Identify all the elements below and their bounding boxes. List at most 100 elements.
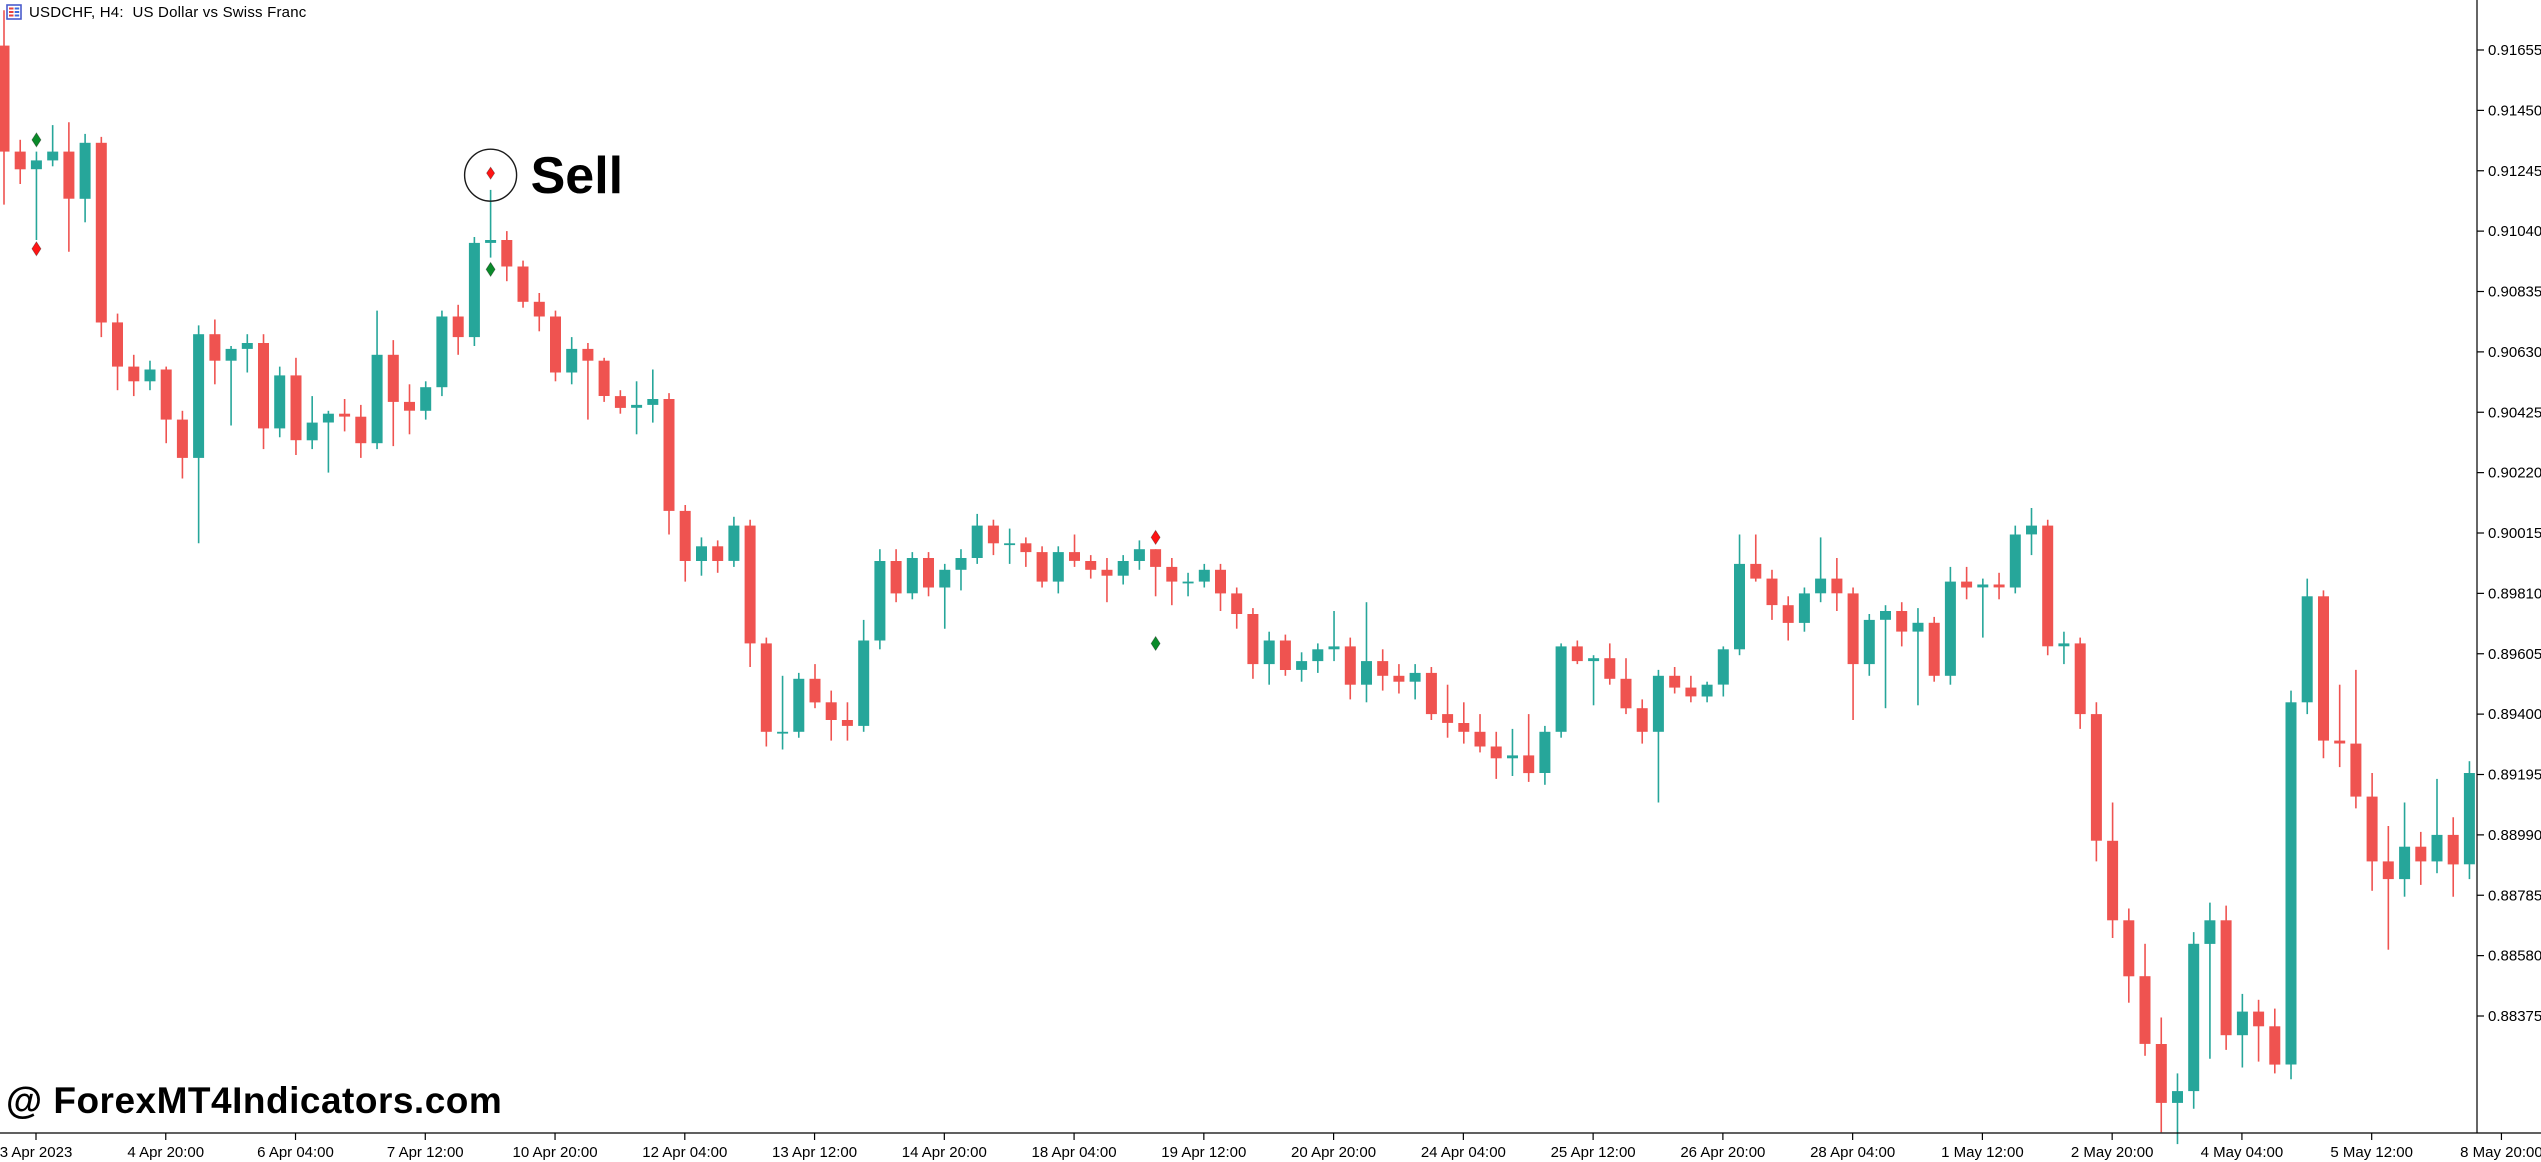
candle-body (2204, 920, 2216, 944)
candle-body (1993, 584, 2005, 588)
candle-body (2382, 861, 2394, 880)
candle-body (371, 354, 383, 444)
candle-body (1166, 566, 1178, 582)
candle-body (550, 316, 561, 373)
candle-body (712, 546, 724, 561)
candle-body (2334, 740, 2346, 744)
time-axis-label: 25 Apr 12:00 (1551, 1144, 1636, 1161)
candle-body (1150, 549, 1162, 567)
candle-body (760, 643, 772, 732)
candle-body (1312, 649, 1324, 662)
candle-body (47, 151, 59, 161)
candle-body (2026, 525, 2037, 535)
candle-body (939, 569, 951, 588)
candle-body (1263, 640, 1275, 665)
candle-body (1944, 581, 1956, 676)
candle-body (1555, 646, 1567, 732)
candle-body (2350, 743, 2362, 797)
time-axis-label: 20 Apr 20:00 (1291, 1144, 1376, 1161)
candle-body (387, 354, 399, 402)
price-axis-label: 0.88580 (2488, 948, 2541, 965)
candle-body (1101, 569, 1113, 576)
candle-body (679, 510, 691, 561)
time-axis-label: 1 May 12:00 (1941, 1144, 2024, 1161)
candle-body (2285, 702, 2297, 1065)
candle-body (2236, 1011, 2248, 1036)
candle-body (874, 561, 886, 641)
candle-body (517, 266, 529, 302)
sell-signal-annotation: Sell (463, 147, 623, 205)
candle-body (2074, 643, 2086, 715)
candle-body (1361, 661, 1372, 685)
candle-body (193, 334, 205, 458)
time-axis-label: 28 Apr 04:00 (1810, 1144, 1895, 1161)
candle-body (63, 151, 75, 199)
candle-body (582, 348, 594, 361)
time-axis-label: 13 Apr 12:00 (772, 1144, 857, 1161)
candle-body (1815, 578, 1827, 594)
candle-body (1798, 593, 1810, 623)
candle-body (2058, 643, 2070, 647)
candle-body (631, 404, 643, 408)
candle-body (128, 366, 140, 382)
candle-body (2447, 834, 2459, 865)
candle-body (987, 525, 999, 544)
candle-body (2463, 773, 2475, 865)
red-diamond-marker-above (1150, 529, 1161, 546)
candle-body (1344, 646, 1356, 685)
candle-body (1701, 684, 1713, 697)
candle-body (1442, 714, 1454, 723)
red-diamond-marker-below (31, 241, 42, 257)
candle-body (1636, 708, 1648, 732)
candle-body (2220, 920, 2232, 1036)
candle-body (322, 413, 334, 423)
candle-body (225, 348, 237, 361)
candle-body (1734, 563, 1745, 650)
candle-body (1004, 543, 1016, 546)
candle-body (2172, 1091, 2183, 1103)
candle-body (614, 396, 626, 408)
candle-body (923, 558, 934, 588)
candle-body (2431, 834, 2443, 862)
candle-body (452, 316, 464, 338)
time-axis-label: 7 Apr 12:00 (387, 1144, 464, 1161)
candle-body (1328, 646, 1340, 650)
candle-body (274, 375, 286, 429)
candle-body (793, 678, 805, 732)
candle-body (1588, 658, 1600, 662)
candle-body (290, 375, 302, 441)
time-axis-label: 10 Apr 20:00 (513, 1144, 598, 1161)
candle-body (1458, 723, 1470, 732)
chart-title: USDCHF, H4: US Dollar vs Swiss Franc (29, 3, 307, 21)
price-axis-label: 0.88375 (2488, 1008, 2541, 1025)
candle-body (1409, 672, 1421, 682)
candle-body (2318, 596, 2329, 741)
candle-body (112, 322, 123, 367)
candle-body (1620, 678, 1632, 709)
candle-body (2253, 1011, 2265, 1027)
candle-body (468, 242, 480, 338)
candle-body (533, 301, 545, 317)
candle-body (1750, 563, 1762, 579)
time-axis-label: 8 May 20:00 (2460, 1144, 2541, 1161)
candle-body (339, 413, 351, 417)
candle-body (355, 416, 367, 444)
candle-body (1393, 675, 1405, 682)
candle-body (420, 387, 432, 411)
candle-body (160, 369, 172, 420)
candle-body (1912, 622, 1924, 632)
candle-body (1085, 561, 1097, 570)
candle-body (1182, 581, 1194, 584)
candle-body (1020, 543, 1032, 553)
candle-body (598, 360, 610, 396)
candle-body (1669, 675, 1681, 688)
candle-body (1523, 755, 1535, 774)
candle-body (1069, 552, 1080, 561)
candle-body (2188, 943, 2200, 1092)
candle-body (2399, 846, 2411, 880)
candle-body (890, 561, 902, 594)
candle-body (30, 160, 42, 170)
candle-body (841, 720, 853, 726)
